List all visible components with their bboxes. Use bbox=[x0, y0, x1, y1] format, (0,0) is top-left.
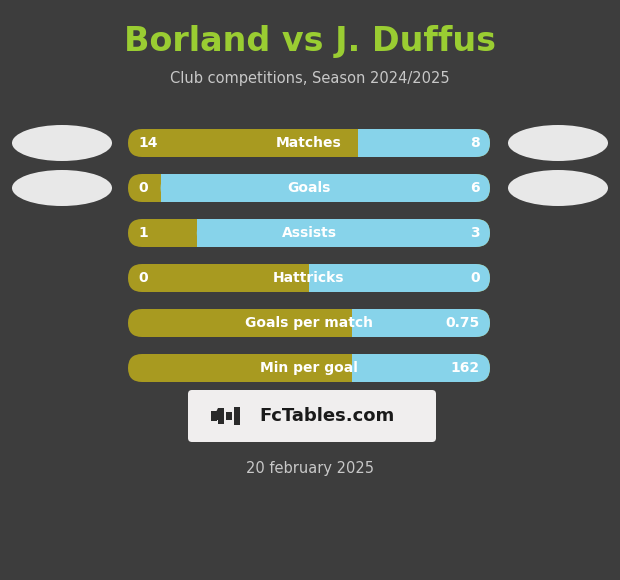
Text: Goals per match: Goals per match bbox=[245, 316, 373, 330]
Text: 162: 162 bbox=[451, 361, 480, 375]
Ellipse shape bbox=[508, 170, 608, 206]
FancyBboxPatch shape bbox=[197, 219, 490, 247]
Text: 6: 6 bbox=[471, 181, 480, 195]
Text: 8: 8 bbox=[470, 136, 480, 150]
Text: Hattricks: Hattricks bbox=[273, 271, 345, 285]
FancyBboxPatch shape bbox=[128, 264, 490, 292]
Ellipse shape bbox=[12, 125, 112, 161]
FancyBboxPatch shape bbox=[128, 174, 490, 202]
Text: 3: 3 bbox=[471, 226, 480, 240]
Bar bbox=[309, 264, 323, 292]
FancyBboxPatch shape bbox=[309, 264, 490, 292]
FancyBboxPatch shape bbox=[352, 309, 490, 337]
Bar bbox=[211, 411, 216, 421]
FancyBboxPatch shape bbox=[161, 174, 490, 202]
Text: Borland vs J. Duffus: Borland vs J. Duffus bbox=[124, 26, 496, 59]
FancyBboxPatch shape bbox=[128, 354, 490, 382]
FancyBboxPatch shape bbox=[352, 354, 490, 382]
Bar bbox=[234, 407, 239, 425]
Text: Min per goal: Min per goal bbox=[260, 361, 358, 375]
Text: Assists: Assists bbox=[281, 226, 337, 240]
Text: FcTables.com: FcTables.com bbox=[259, 407, 394, 425]
Bar bbox=[358, 129, 372, 157]
Ellipse shape bbox=[12, 170, 112, 206]
Text: 0: 0 bbox=[138, 181, 148, 195]
Text: 0: 0 bbox=[471, 271, 480, 285]
FancyBboxPatch shape bbox=[358, 129, 490, 157]
Bar bbox=[197, 219, 211, 247]
Bar bbox=[218, 408, 223, 424]
Text: 14: 14 bbox=[138, 136, 157, 150]
FancyBboxPatch shape bbox=[128, 309, 490, 337]
FancyBboxPatch shape bbox=[188, 390, 436, 442]
Text: 20 february 2025: 20 february 2025 bbox=[246, 461, 374, 476]
Bar bbox=[352, 354, 366, 382]
Text: 0: 0 bbox=[138, 271, 148, 285]
Bar bbox=[352, 309, 366, 337]
Polygon shape bbox=[212, 408, 224, 420]
Text: 1: 1 bbox=[138, 226, 148, 240]
Text: 0.75: 0.75 bbox=[446, 316, 480, 330]
FancyBboxPatch shape bbox=[128, 129, 490, 157]
FancyBboxPatch shape bbox=[128, 219, 490, 247]
Bar bbox=[161, 174, 175, 202]
Bar bbox=[226, 412, 231, 420]
Text: Goals: Goals bbox=[287, 181, 330, 195]
Ellipse shape bbox=[508, 125, 608, 161]
Text: Club competitions, Season 2024/2025: Club competitions, Season 2024/2025 bbox=[170, 71, 450, 85]
Text: Matches: Matches bbox=[276, 136, 342, 150]
